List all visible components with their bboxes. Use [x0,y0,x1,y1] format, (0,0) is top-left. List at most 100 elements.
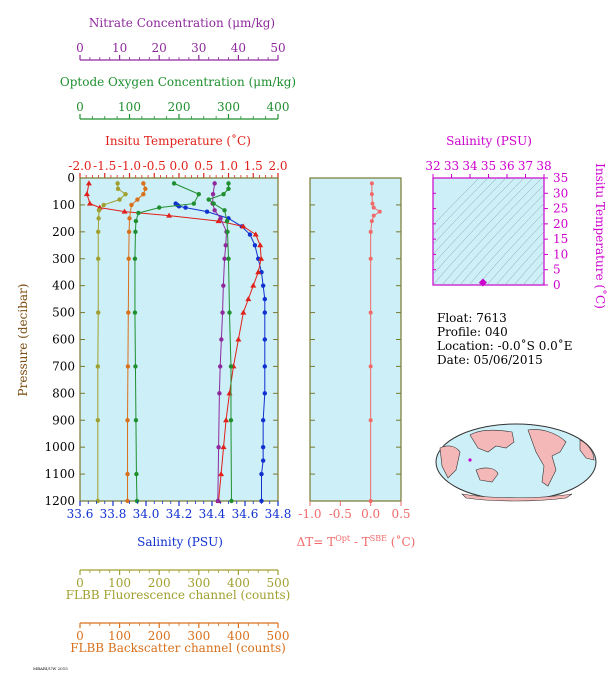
inset-salinity-tick-label: 33 [444,159,459,173]
inset-salinity-tick-label: 38 [536,159,551,173]
salinity-point [260,458,266,463]
inset-contour [433,178,525,275]
backscatter-point [125,418,130,423]
map-land-africa [439,445,461,479]
inset-salinity-tick-label: 32 [425,159,440,173]
inset-temperature-tick-label: 15 [553,232,568,246]
salinity-tick-label: 34.2 [166,507,193,521]
backscatter-point [126,229,132,235]
pressure-tick-label: 500 [52,306,75,320]
inset-contour [531,270,544,285]
inset-contour [468,202,544,285]
inset-salinity-title: Salinity (PSU) [446,134,532,148]
salinity-point [262,364,267,369]
map-land-americas [527,429,567,487]
salinity-tick-label: 34.6 [232,507,259,521]
delta-t-point [370,201,375,206]
oxygen-point [226,256,231,261]
oxygen-point [229,498,234,504]
pressure-tick-label: 900 [52,413,75,427]
oxygen-axis: 0 100 200 300 400 [76,100,290,120]
pressure-tick-label: 100 [52,198,75,212]
temperature-point [83,191,90,197]
salinity-tick-label: 34.8 [265,507,292,521]
salinity-axis: 33.6 33.8 34.0 34.2 34.4 34.6 34.8 [67,501,292,521]
oxygen-green-point [191,201,197,206]
oxygen-tick-label: 100 [118,100,141,114]
oxygen-tick-label: 400 [267,100,290,114]
footer-code: MBARI/UW 2015 [33,666,68,671]
salinity-line [175,203,266,501]
delta-t-point [368,256,373,261]
temperature-point [121,208,128,214]
world-map [435,423,597,502]
fluorescence-point [123,191,128,197]
inset-temperature-tick-label: 20 [553,217,568,231]
nitrate-tick-label: 30 [191,41,206,55]
nitrate-point [216,444,221,450]
fluorescence-point [101,202,106,208]
inset-contour [433,178,507,255]
inset-salinity-tick-label: 37 [518,159,533,173]
main-plot-series [83,180,267,504]
pressure-tick-label: 300 [52,252,75,266]
fluorescence-axis: 0 100 200 300 400 500 [76,569,289,590]
salinity-point [262,391,267,396]
backscatter-tick-label: 200 [148,629,171,643]
inset-temperature-tick-label: 0 [553,278,561,292]
pressure-tick-label: 700 [52,359,75,373]
temperature-tick-label: 0.0 [169,159,188,173]
backscatter-point [129,202,134,208]
temperature-point [252,231,259,237]
inset-point [478,278,487,287]
inset-contour [433,178,534,285]
inset-contour [513,250,544,285]
temperature-point [240,223,247,229]
inset-contour [433,178,480,226]
temperature-tick-label: 2.0 [268,159,287,173]
backscatter-point [141,181,146,186]
map-land-europe [579,439,595,461]
backscatter-point [135,197,140,202]
inset-plot-area [432,177,545,286]
temperature-point [240,309,247,315]
inset-salinity-tick-label: 35 [481,159,496,173]
delta-t-point [369,192,374,197]
delta-t-point [377,209,382,214]
nitrate-point [215,498,221,504]
oxygen-point [221,191,226,197]
inset-contour [477,212,544,285]
backscatter-tick-label: 400 [227,629,250,643]
backscatter-point [143,186,148,191]
oxygen-axis-title: Optode Oxygen Concentration (μm/kg) [60,75,296,89]
fluorescence-tick-label: 100 [108,576,131,590]
temperature-tick-label: -0.5 [143,159,166,173]
inset-temperature-tick-label: 25 [553,202,568,216]
info-location: Location: -0.0˚S 0.0˚E [437,338,573,353]
pressure-tick-label: 1000 [44,440,75,454]
salinity-axis-title: Salinity (PSU) [137,535,223,549]
salinity-point [260,283,266,288]
inset-contour [568,178,616,285]
inset-contour [522,260,544,285]
inset-contour [504,240,544,285]
temperature-tick-label: -1.5 [93,159,116,173]
delta-t-tick-label: -1.0 [298,507,321,521]
nitrate-point [221,283,226,288]
backscatter-point [125,471,130,477]
oxygen-point [227,310,232,315]
pressure-tick-label: 400 [52,279,75,293]
fluorescence-axis-title: FLBB Fluorescence channel (counts) [66,588,291,602]
nitrate-point [220,310,225,315]
nitrate-point [217,391,222,396]
fluorescence-point [115,186,121,191]
info-float: Float: 7613 [437,311,507,325]
delta-t-point [371,205,376,210]
delta-t-point [369,219,374,224]
salinity-tick-label: 34.4 [199,507,226,521]
fluorescence-tick-label: 300 [187,576,210,590]
inset-temperature-tick-label: 35 [553,171,568,185]
main-plot-area [79,177,279,502]
temperature-point [235,336,242,342]
